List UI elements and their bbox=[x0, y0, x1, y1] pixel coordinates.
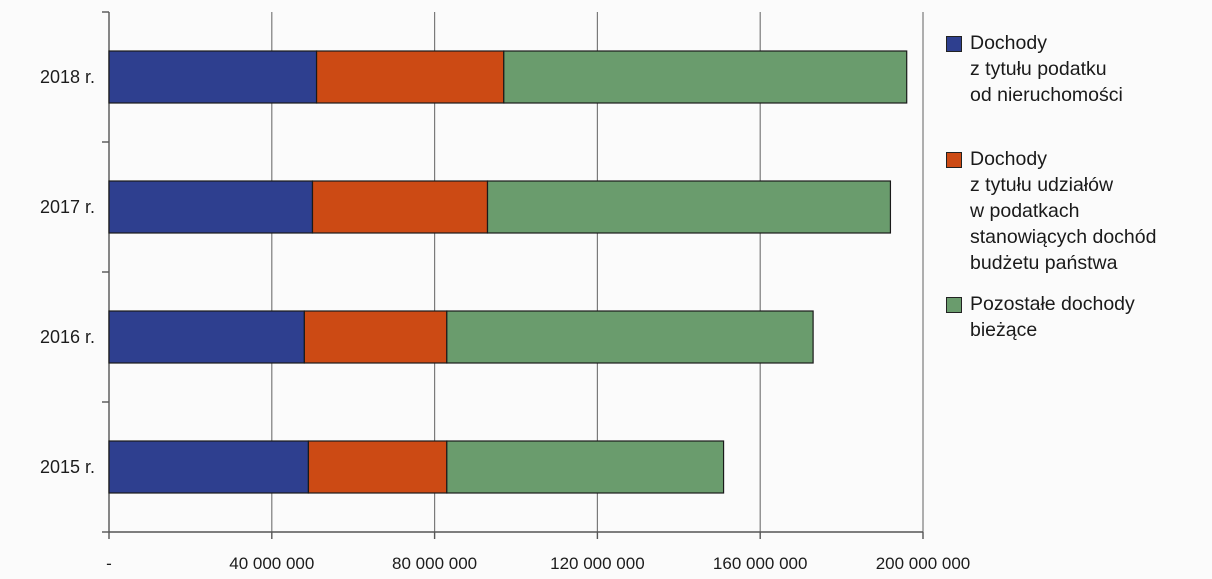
bar-segment bbox=[108, 180, 314, 234]
bar-segment bbox=[108, 440, 310, 494]
legend-label: Dochody z tytułu podatku od nieruchomośc… bbox=[970, 32, 1123, 106]
bar-segment bbox=[311, 180, 489, 234]
legend-label: Dochody z tytułu udziałów w podatkach st… bbox=[970, 148, 1157, 274]
legend-item: Dochody z tytułu podatku od nieruchomośc… bbox=[946, 30, 1208, 108]
category-label: 2018 r. bbox=[40, 67, 95, 87]
legend-item: Pozostałe dochody bieżące bbox=[946, 291, 1208, 343]
legend-swatch bbox=[946, 152, 962, 168]
x-tick-label: 160 000 000 bbox=[713, 554, 808, 573]
x-tick-label: 120 000 000 bbox=[550, 554, 645, 573]
bar-segment bbox=[486, 180, 892, 234]
bar-segment bbox=[446, 310, 814, 364]
bar-segment bbox=[503, 50, 908, 104]
bar-segment bbox=[108, 50, 318, 104]
bar-segment bbox=[108, 310, 305, 364]
x-tick-label: 40 000 000 bbox=[229, 554, 314, 573]
category-label: 2016 r. bbox=[40, 327, 95, 347]
x-tick-label: 200 000 000 bbox=[876, 554, 971, 573]
bar-segment bbox=[303, 310, 448, 364]
x-tick-label: - bbox=[106, 554, 112, 573]
legend-item: Dochody z tytułu udziałów w podatkach st… bbox=[946, 146, 1208, 276]
legend: Dochody z tytułu podatku od nieruchomośc… bbox=[946, 30, 1208, 358]
bar-segment bbox=[307, 440, 448, 494]
legend-swatch bbox=[946, 297, 962, 313]
bar-segment bbox=[446, 440, 725, 494]
legend-label: Pozostałe dochody bieżące bbox=[970, 293, 1135, 341]
x-tick-label: 80 000 000 bbox=[392, 554, 477, 573]
legend-swatch bbox=[946, 36, 962, 52]
category-label: 2017 r. bbox=[40, 197, 95, 217]
category-label: 2015 r. bbox=[40, 457, 95, 477]
bar-segment bbox=[315, 50, 505, 104]
